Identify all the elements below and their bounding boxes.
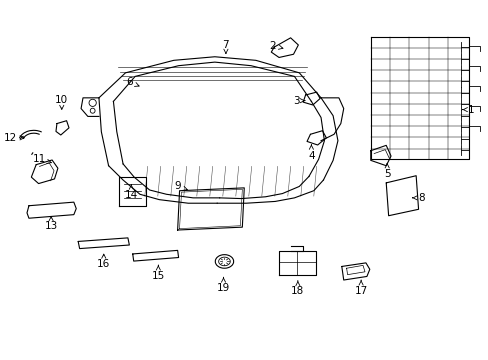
Text: 15: 15 bbox=[151, 265, 164, 281]
Text: 16: 16 bbox=[97, 254, 110, 269]
Text: 5: 5 bbox=[383, 163, 390, 179]
Text: 9: 9 bbox=[174, 181, 187, 192]
Text: 3: 3 bbox=[292, 96, 305, 106]
Text: 11: 11 bbox=[33, 154, 52, 164]
Text: 1: 1 bbox=[462, 105, 474, 114]
Text: 10: 10 bbox=[55, 95, 68, 109]
Text: 8: 8 bbox=[412, 193, 424, 203]
Text: 19: 19 bbox=[217, 277, 230, 293]
Text: 2: 2 bbox=[269, 41, 283, 51]
Text: 6: 6 bbox=[126, 77, 139, 87]
Text: 18: 18 bbox=[291, 281, 304, 296]
Text: 13: 13 bbox=[44, 217, 58, 231]
Text: 4: 4 bbox=[307, 145, 314, 161]
Text: 12: 12 bbox=[4, 133, 24, 143]
Text: 14: 14 bbox=[124, 184, 138, 200]
Text: 17: 17 bbox=[354, 280, 367, 296]
Text: 7: 7 bbox=[222, 40, 229, 53]
